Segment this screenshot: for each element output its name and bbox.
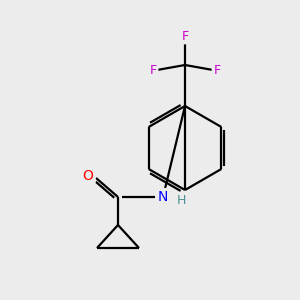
Text: O: O	[82, 169, 93, 183]
Text: F: F	[182, 29, 189, 43]
Text: F: F	[213, 64, 220, 76]
Text: H: H	[177, 194, 186, 206]
Text: F: F	[149, 64, 157, 76]
Text: N: N	[158, 190, 168, 204]
